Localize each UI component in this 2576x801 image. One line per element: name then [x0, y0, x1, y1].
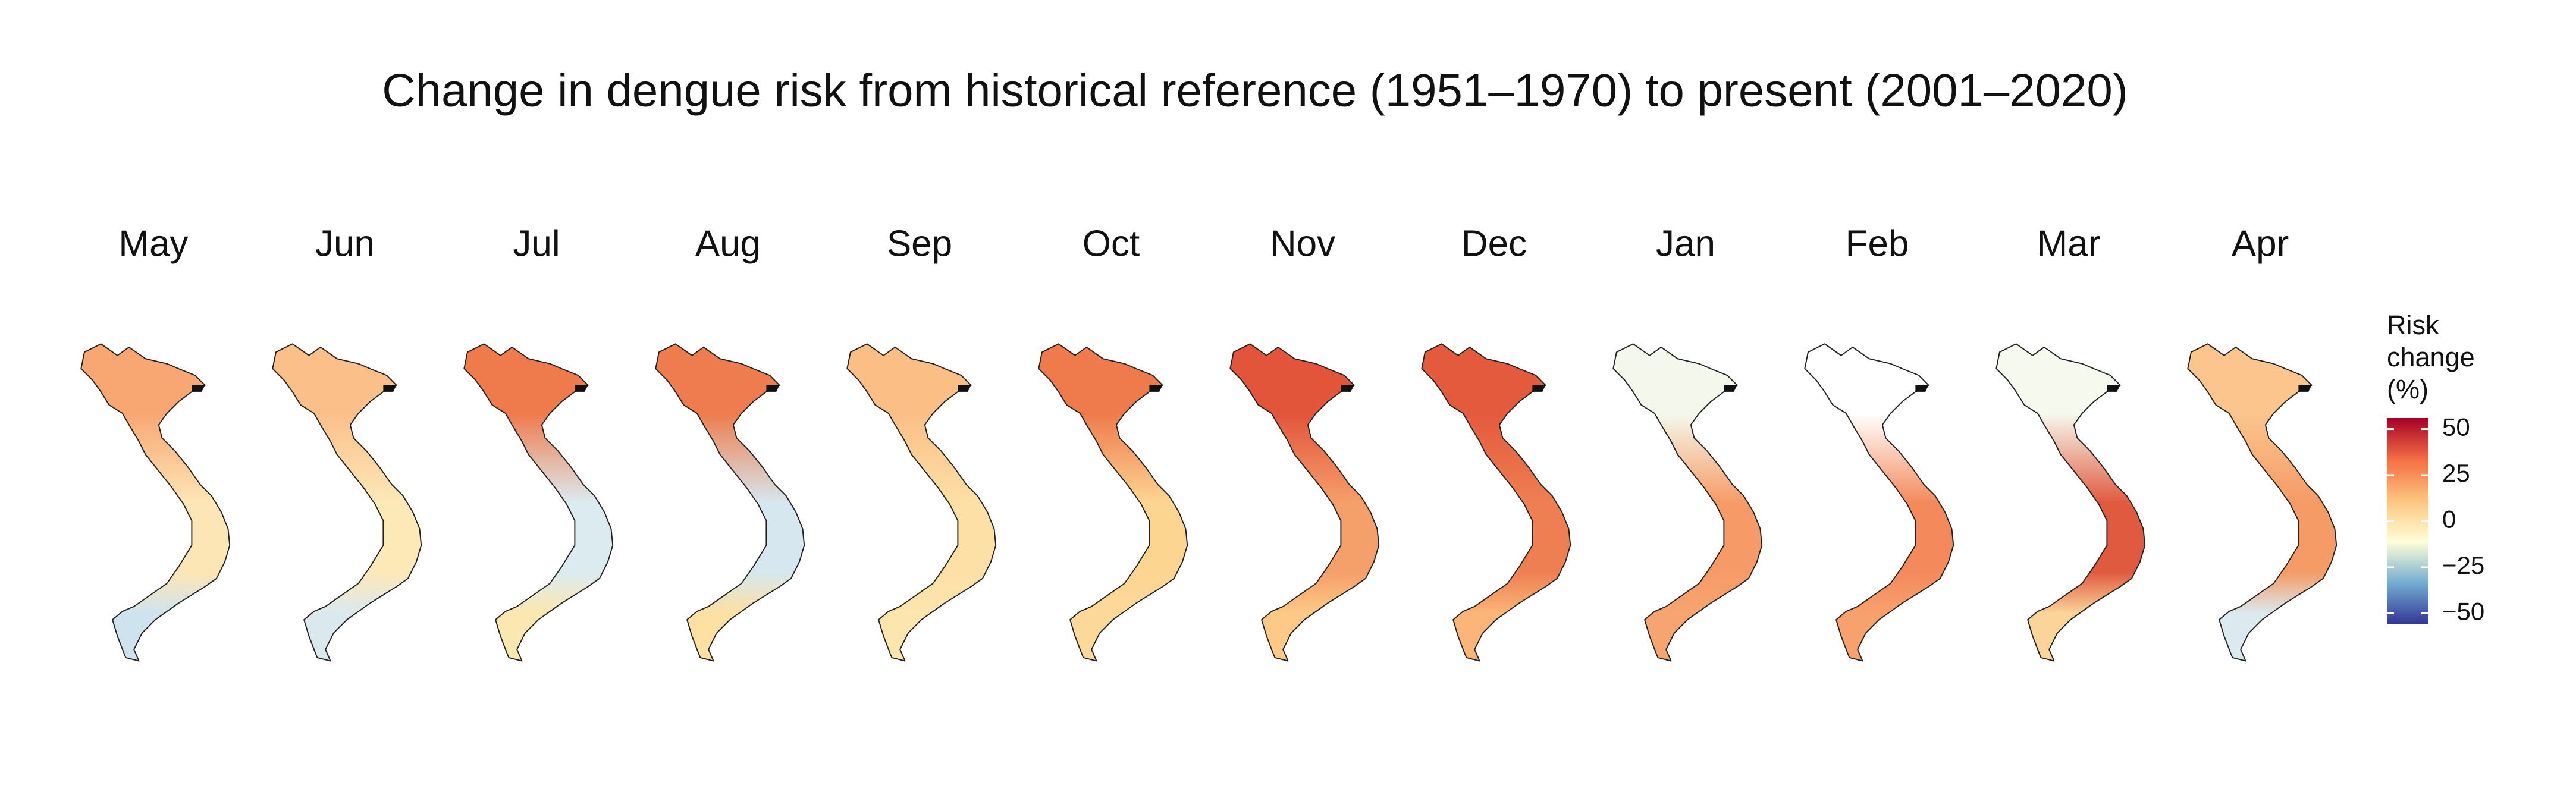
legend-title: Risk — [2387, 310, 2439, 340]
month-label: Jul — [513, 223, 560, 264]
legend-tick-label: −25 — [2442, 551, 2484, 579]
vietnam-map — [2187, 343, 2337, 662]
legend-tick-label: 0 — [2442, 505, 2456, 533]
coast-detail — [1915, 385, 1929, 392]
map-panel — [1995, 343, 2146, 662]
vietnam-map — [1612, 343, 1763, 662]
vietnam-map — [846, 343, 997, 662]
coast-detail — [2298, 385, 2312, 392]
legend-tick-label: −50 — [2442, 598, 2484, 626]
month-label: Apr — [2232, 223, 2289, 264]
coast-detail — [1532, 385, 1546, 392]
legend-tick-label: 50 — [2442, 413, 2470, 441]
legend-title: (%) — [2387, 374, 2428, 404]
map-panel — [80, 343, 231, 662]
vietnam-map — [1421, 343, 1571, 662]
map-panel — [1229, 343, 1380, 662]
month-label: Jan — [1656, 223, 1715, 264]
coast-detail — [766, 385, 780, 392]
coast-detail — [1149, 385, 1163, 392]
month-label: Aug — [695, 223, 761, 264]
vietnam-map — [80, 343, 231, 662]
vietnam-map — [1038, 343, 1188, 662]
coast-detail — [1341, 385, 1354, 392]
legend-tick-label: 25 — [2442, 459, 2470, 487]
vietnam-map — [272, 343, 422, 662]
month-label: Nov — [1270, 223, 1335, 264]
month-label: Dec — [1461, 223, 1527, 264]
map-panel — [1038, 343, 1188, 662]
month-label: Mar — [2037, 223, 2101, 264]
coast-detail — [1724, 385, 1737, 392]
map-panel — [2187, 343, 2337, 662]
coast-detail — [383, 385, 397, 392]
map-panel — [655, 343, 805, 662]
coast-detail — [192, 385, 205, 392]
vietnam-map — [1995, 343, 2146, 662]
coast-detail — [958, 385, 971, 392]
coast-detail — [575, 385, 588, 392]
vietnam-map — [1229, 343, 1380, 662]
month-label: Sep — [887, 223, 952, 264]
map-panel — [463, 343, 614, 662]
vietnam-map — [1804, 343, 1954, 662]
month-label: May — [118, 223, 188, 264]
coast-detail — [2107, 385, 2120, 392]
month-label: Jun — [315, 223, 375, 264]
map-panel — [272, 343, 422, 662]
map-panel — [846, 343, 997, 662]
month-label: Feb — [1846, 223, 1909, 264]
map-panel — [1804, 343, 1954, 662]
map-panel — [1612, 343, 1763, 662]
vietnam-map — [463, 343, 614, 662]
legend-title: change — [2387, 342, 2475, 372]
map-panel — [1421, 343, 1571, 662]
figure-title: Change in dengue risk from historical re… — [382, 64, 2128, 117]
month-label: Oct — [1083, 223, 1140, 264]
vietnam-map — [655, 343, 805, 662]
